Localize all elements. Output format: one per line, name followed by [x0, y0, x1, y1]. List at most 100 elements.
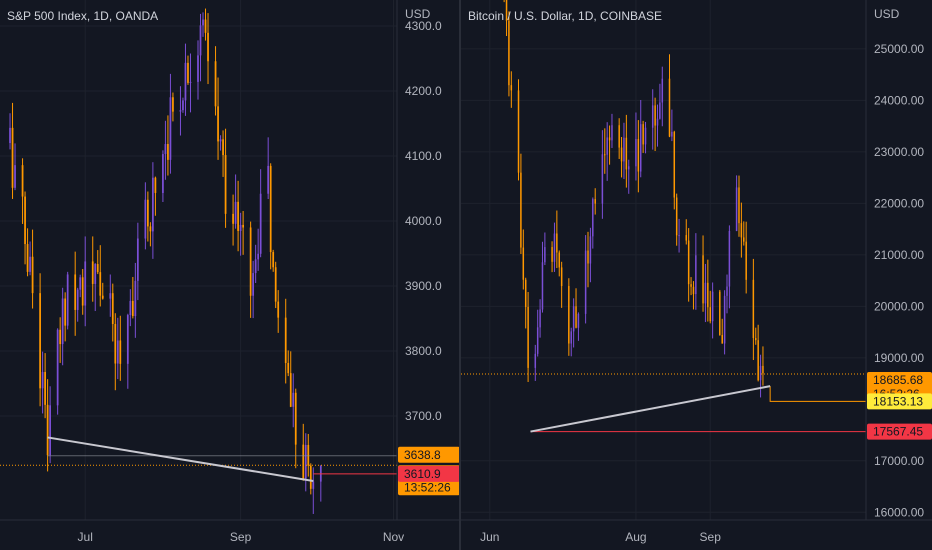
- bitcoin-candle-body: [738, 187, 740, 224]
- bitcoin-candle-body: [671, 131, 673, 137]
- sp500-price-tag-label: 3638.8: [404, 448, 441, 462]
- bitcoin-candle: [644, 121, 647, 154]
- sp500-candle-body: [129, 300, 132, 316]
- sp500-candle: [152, 162, 154, 259]
- bitcoin-candle-body: [618, 125, 620, 148]
- sp500-candle: [224, 128, 227, 228]
- bitcoin-candle-body: [745, 241, 747, 280]
- sp500-candle: [294, 388, 297, 469]
- bitcoin-candle: [757, 324, 759, 382]
- sp500-candle: [24, 191, 26, 265]
- sp500-candle-body: [14, 165, 16, 188]
- sp500-candle: [187, 55, 189, 85]
- bitcoin-candle: [687, 228, 690, 302]
- bitcoin-candle: [505, 0, 508, 36]
- sp500-candle-body: [169, 97, 172, 160]
- sp500-y-tick-label: 3800.0: [405, 344, 442, 358]
- sp500-candle-body: [116, 340, 119, 364]
- bitcoin-candle-body: [558, 252, 561, 268]
- sp500-candle-body: [61, 298, 64, 345]
- bitcoin-candle-body: [723, 295, 726, 344]
- sp500-candle-body: [164, 144, 167, 155]
- sp500-candle-body: [182, 100, 184, 111]
- bitcoin-candle: [738, 175, 740, 237]
- sp500-candle: [56, 328, 59, 415]
- bitcoin-candle-body: [520, 172, 522, 248]
- bitcoin-candle: [639, 99, 642, 178]
- sp500-candle: [259, 169, 262, 258]
- bitcoin-candle-body: [651, 105, 654, 128]
- bitcoin-candle: [671, 109, 673, 142]
- sp500-y-tick-label: 4100.0: [405, 149, 442, 163]
- bitcoin-candle: [735, 175, 738, 232]
- sp500-candle-body: [39, 293, 41, 389]
- bitcoin-price-tag-bg: [867, 423, 932, 440]
- sp500-y-tick-label: 4000.0: [405, 214, 442, 228]
- sp500-candle: [81, 268, 84, 315]
- sp500-candle-body: [189, 81, 192, 83]
- sp500-candle-body: [66, 274, 69, 326]
- bitcoin-candle-body: [704, 282, 707, 304]
- bitcoin-candle-body: [570, 331, 572, 344]
- bitcoin-price-tag: 18153.13: [867, 393, 932, 410]
- sp500-candle-body: [81, 277, 84, 306]
- sp500-candle-body: [202, 19, 204, 26]
- bitcoin-candle-body: [539, 309, 541, 328]
- sp500-candle: [239, 212, 242, 256]
- bitcoin-candle: [723, 290, 726, 355]
- bitcoin-candle: [534, 344, 537, 381]
- sp500-candle-body: [219, 139, 222, 142]
- bitcoin-y-tick-label: 21000.00: [874, 248, 924, 262]
- bitcoin-candle-body: [673, 131, 676, 198]
- bitcoin-candle-body: [707, 282, 709, 308]
- bitcoin-candle: [678, 218, 680, 253]
- bitcoin-candle: [752, 258, 755, 361]
- sp500-candle-body: [79, 277, 82, 290]
- sp500-candle: [11, 102, 14, 199]
- bitcoin-candle: [536, 309, 539, 357]
- bitcoin-candle: [709, 290, 711, 324]
- bitcoin-y-tick-label: 24000.00: [874, 93, 924, 107]
- bitcoin-candle-body: [572, 306, 575, 332]
- sp500-candle-body: [204, 19, 207, 33]
- sp500-candle-body: [96, 264, 99, 273]
- bitcoin-candle: [575, 288, 577, 329]
- sp500-candle-body: [222, 139, 224, 156]
- bitcoin-candle-body: [544, 247, 546, 263]
- bitcoin-candles: [503, 0, 764, 398]
- bitcoin-candle: [695, 233, 697, 310]
- sp500-candle-body: [179, 110, 182, 112]
- bitcoin-candle-body: [560, 267, 563, 287]
- sp500-candle-body: [146, 199, 149, 227]
- sp500-candle-body: [289, 373, 292, 407]
- sp500-candle-body: [21, 165, 24, 197]
- bitcoin-candle-body: [508, 20, 510, 86]
- sp500-candle: [184, 43, 187, 116]
- sp500-candle-body: [109, 293, 112, 299]
- bitcoin-candle: [541, 241, 544, 313]
- bitcoin-x-tick-label: Sep: [700, 530, 722, 544]
- bitcoin-candle-body: [553, 233, 556, 262]
- sp500-candle: [31, 229, 34, 309]
- bitcoin-candle-body: [726, 286, 728, 296]
- sp500-candle: [214, 46, 217, 116]
- sp500-candle-body: [9, 127, 11, 143]
- bitcoin-candle: [704, 263, 707, 323]
- sp500-currency-label: USD: [405, 7, 431, 21]
- bitcoin-candle: [719, 289, 721, 336]
- sp500-candle: [302, 423, 305, 481]
- bitcoin-candle: [673, 130, 676, 210]
- sp500-candle-body: [162, 154, 164, 193]
- sp500-candle-body: [134, 280, 137, 317]
- sp500-x-tick-label: Nov: [383, 530, 404, 544]
- bitcoin-candle-body: [690, 284, 692, 287]
- bitcoin-chart-panel[interactable]: Bitcoin / U.S. Dollar, 1D, COINBASE USD 25…: [461, 0, 932, 544]
- bitcoin-price-tag-label: 18153.13: [873, 394, 923, 408]
- bitcoin-y-tick-label: 17000.00: [874, 454, 924, 468]
- sp500-candle-body: [167, 144, 169, 160]
- sp500-candle-body: [254, 259, 257, 274]
- sp500-countdown-label: 13:52:26: [404, 480, 451, 494]
